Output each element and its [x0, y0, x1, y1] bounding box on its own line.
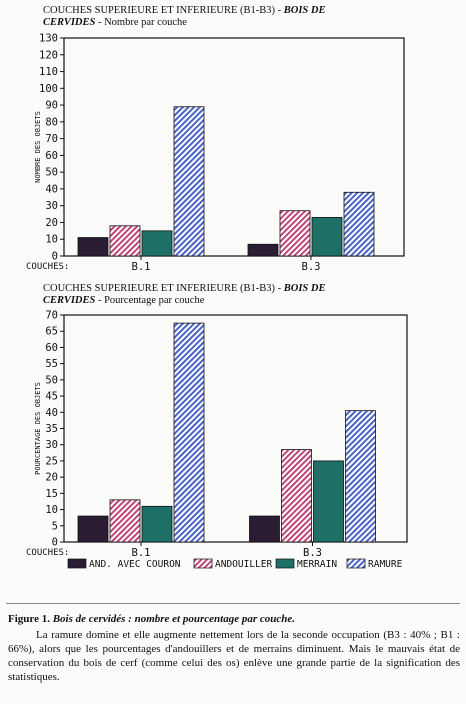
bar-and-avec-couron: [77, 237, 109, 257]
y-tick-label: 0: [52, 251, 58, 263]
bar-andouiller: [279, 210, 311, 257]
y-tick-label: 5: [52, 520, 58, 532]
y-axis-label: POURCENTAGE DES OBJETS: [34, 382, 42, 475]
figure-caption-body: La ramure domine et elle augmente nettem…: [8, 629, 460, 683]
chart2-title-rest: - Pourcentage par couche: [95, 295, 205, 306]
bar-ramure: [345, 410, 376, 543]
bar-ramure: [173, 106, 205, 257]
chart1-title-italic2: CERVIDES: [43, 17, 96, 28]
y-tick-label: 45: [45, 391, 58, 403]
y-tick-label: 25: [45, 455, 58, 467]
y-tick-label: 40: [45, 183, 58, 195]
y-tick-label: 90: [45, 100, 58, 112]
y-tick-label: 110: [39, 66, 58, 78]
y-tick-label: 70: [45, 133, 58, 145]
chart1-title: COUCHES SUPERIEURE ET INFERIEURE (B1-B3)…: [43, 5, 403, 29]
y-tick-label: 50: [45, 167, 58, 179]
legend-swatch: [275, 558, 295, 569]
bar-ramure: [343, 191, 375, 257]
bar-and-avec-couron: [77, 515, 109, 543]
plot-frame: [63, 37, 405, 257]
y-tick-label: 120: [39, 49, 58, 61]
bar-and-avec-couron: [247, 243, 279, 257]
x-axis-label: COUCHES:: [26, 548, 69, 558]
y-tick-label: 30: [45, 439, 58, 451]
x-tick-label: B.3: [302, 261, 321, 273]
y-tick-label: 60: [45, 342, 58, 354]
chart2-percentage-by-layer: 0 5 10 15 20 25 30 35 40 45 50 55 60 65 70 POURCENTAGE …: [26, 310, 408, 570]
figure-title: Bois de cervidés : nombre et pourcentage…: [52, 613, 295, 625]
figure-caption: Figure 1. Bois de cervidés : nombre et p…: [8, 612, 460, 684]
y-tick-label: 30: [45, 200, 58, 212]
bar-merrain: [313, 460, 344, 543]
y-tick-label: 100: [39, 83, 58, 95]
legend-label: ANDOUILLER: [215, 559, 272, 570]
y-tick-label: 70: [45, 310, 58, 322]
chart1-number-by-layer: 0 10 20 30 40 50 60 70 80 90 100 110 120 130 NOMBRE DE…: [26, 33, 405, 273]
bar-and-avec-couron: [249, 515, 280, 543]
y-tick-label: 0: [52, 537, 58, 549]
x-tick-label: B.1: [132, 261, 151, 273]
bar-merrain: [141, 505, 173, 543]
y-tick-label: 10: [45, 504, 58, 516]
legend-label: MERRAIN: [297, 559, 337, 570]
legend-swatch: [346, 558, 366, 569]
bar-merrain: [141, 230, 173, 257]
y-tick-label: 130: [39, 33, 58, 45]
chart2-title-line1: COUCHES SUPERIEURE ET INFERIEURE (B1-B3)…: [43, 283, 284, 294]
x-tick-label: B.3: [303, 547, 322, 559]
bar-andouiller: [109, 499, 141, 543]
legend-swatch: [193, 558, 213, 569]
y-tick-label: 20: [45, 472, 58, 484]
legend-swatch: [67, 558, 87, 569]
chart1-title-italic1: BOIS DE: [283, 5, 326, 16]
figure-number: Figure 1.: [8, 613, 50, 625]
y-tick-label: 35: [45, 423, 58, 435]
bar-andouiller: [109, 225, 141, 257]
chart2-title: COUCHES SUPERIEURE ET INFERIEURE (B1-B3)…: [43, 283, 403, 307]
y-tick-label: 50: [45, 374, 58, 386]
chart1-title-rest: - Nombre par couche: [95, 17, 187, 28]
y-tick-label: 80: [45, 116, 58, 128]
y-tick-label: 40: [45, 407, 58, 419]
y-tick-label: 15: [45, 488, 58, 500]
legend-label: RAMURE: [368, 559, 403, 570]
bar-ramure: [173, 322, 205, 543]
chart2-title-italic1: BOIS DE: [283, 283, 326, 294]
y-tick-label: 60: [45, 150, 58, 162]
y-tick-label: 65: [45, 326, 58, 338]
y-tick-label: 10: [45, 234, 58, 246]
chart1-title-line1: COUCHES SUPERIEURE ET INFERIEURE (B1-B3)…: [43, 5, 284, 16]
y-tick-label: 55: [45, 358, 58, 370]
x-tick-label: B.1: [132, 547, 151, 559]
bar-andouiller: [281, 449, 312, 543]
legend-label: AND. AVEC COURON: [89, 559, 181, 570]
x-axis-label: COUCHES:: [26, 262, 69, 272]
bar-merrain: [311, 217, 343, 257]
divider: [6, 603, 460, 604]
y-axis-label: NOMBRE DES OBJETS: [34, 111, 42, 183]
chart2-title-italic2: CERVIDES: [43, 295, 96, 306]
y-tick-label: 20: [45, 217, 58, 229]
